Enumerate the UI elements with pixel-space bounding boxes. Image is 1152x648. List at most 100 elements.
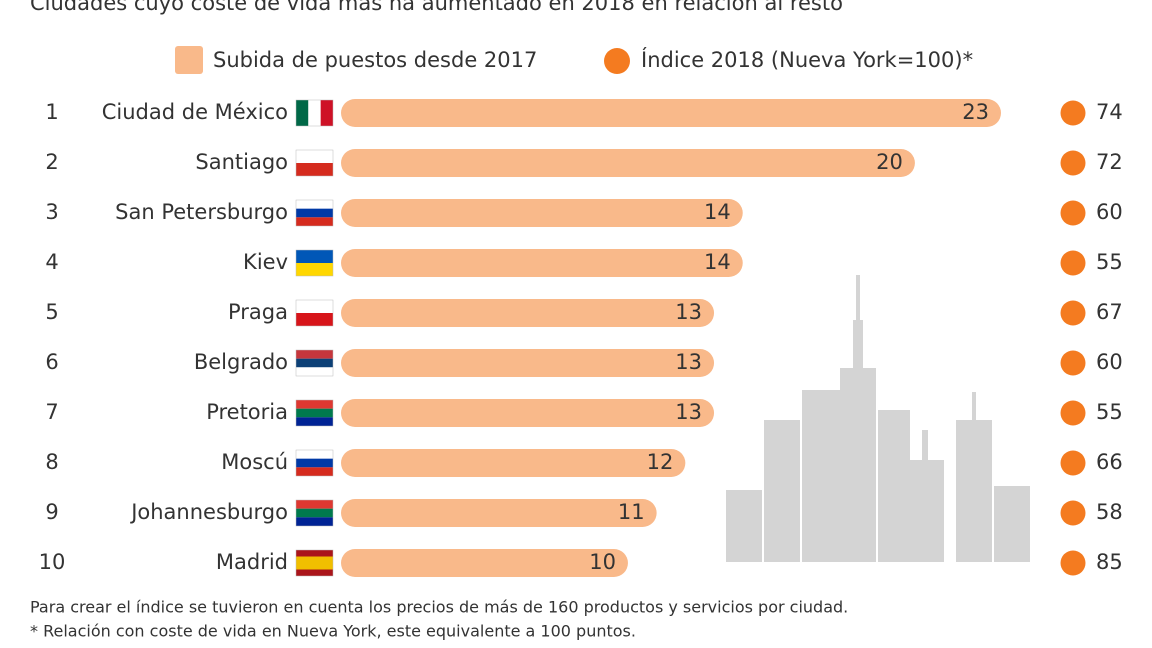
index-label: 55 [1096,250,1123,274]
skyline [726,275,1030,562]
value-label: 14 [704,250,731,274]
flag-stripe [296,458,333,468]
flag [295,299,334,327]
chart-title: Ciudades cuyo coste de vida más ha aumen… [30,0,843,15]
flag [295,449,334,477]
bar [341,199,743,227]
flag-border [295,99,334,127]
index-label: 67 [1096,300,1123,324]
flag-border [295,349,334,377]
flag-border [295,549,334,577]
value-label: 11 [618,500,645,524]
flag [295,349,334,377]
rank-label: 9 [45,500,58,524]
legend-label: Subida de puestos desde 2017 [213,48,537,72]
value-label: 10 [589,550,616,574]
flag-stripe [296,517,333,526]
bar [341,449,686,477]
flag-border [295,299,334,327]
value-label: 14 [704,200,731,224]
value-label: 13 [675,300,702,324]
index-label: 85 [1096,550,1123,574]
flag-border [295,149,334,177]
category-label: Moscú [221,450,288,474]
flag [295,399,334,427]
flag-stripe [296,400,333,409]
bar [341,349,715,377]
legend-swatch [604,48,630,74]
rank-label: 10 [39,550,66,574]
index-dot [1060,450,1086,476]
rank-label: 6 [45,350,58,374]
bar [341,149,915,177]
flag-stripe [296,550,333,557]
index-label: 55 [1096,400,1123,424]
category-label: Ciudad de México [102,100,288,124]
category-label: Johannesburgo [129,500,288,524]
category-label: San Petersburgo [115,200,288,224]
category-label: Pretoria [206,400,288,424]
flag-stripe [296,313,333,326]
flag-border [295,449,334,477]
flag-stripe [296,150,333,163]
bar [341,549,628,577]
index-dot [1060,150,1086,176]
flag-border [295,499,334,527]
flag-stripe [320,100,333,126]
legend-label: Índice 2018 (Nueva York=100)* [641,47,973,72]
value-label: 12 [647,450,674,474]
index-dot [1060,350,1086,376]
index-dot [1060,250,1086,276]
flag [295,199,334,227]
flag-stripe [296,367,333,376]
flag-stripe [308,100,321,126]
rank-label: 4 [45,250,58,274]
flag-stripe [296,467,333,476]
category-label: Madrid [216,550,288,574]
flag-stripe [296,100,309,126]
index-label: 60 [1096,200,1123,224]
flag-stripe [296,569,333,576]
index-dot [1060,550,1086,576]
legend-swatch [175,46,203,74]
flag-stripe [296,417,333,426]
flag-stripe [296,508,333,518]
index-label: 66 [1096,450,1123,474]
bar [341,299,715,327]
flag-border [295,399,334,427]
flag-stripe [296,300,333,313]
rank-label: 5 [45,300,58,324]
index-dot [1060,200,1086,226]
flag-stripe [296,358,333,368]
index-label: 74 [1096,100,1123,124]
rank-label: 7 [45,400,58,424]
flag-stripe [296,556,333,563]
index-dot [1060,100,1086,126]
rank-label: 3 [45,200,58,224]
rank-label: 2 [45,150,58,174]
index-label: 60 [1096,350,1123,374]
bar [341,99,1001,127]
value-label: 23 [962,100,989,124]
index-dot [1060,500,1086,526]
flag-stripe [296,450,333,459]
flag-border [295,249,334,277]
value-label: 20 [876,150,903,174]
flag-stripe [296,200,333,209]
index-dot [1060,300,1086,326]
category-label: Kiev [243,250,288,274]
flag [295,549,334,577]
flag-stripe [296,208,333,218]
index-label: 58 [1096,500,1123,524]
rank-label: 8 [45,450,58,474]
footnote: Para crear el índice se tuvieron en cuen… [30,598,848,617]
rank-label: 1 [45,100,58,124]
bar [341,499,657,527]
flag-stripe [296,250,333,263]
category-label: Praga [228,300,288,324]
flag-stripe [296,217,333,226]
flag-stripe [296,163,333,176]
category-label: Santiago [195,150,288,174]
footnote: * Relación con coste de vida en Nueva Yo… [30,622,636,641]
